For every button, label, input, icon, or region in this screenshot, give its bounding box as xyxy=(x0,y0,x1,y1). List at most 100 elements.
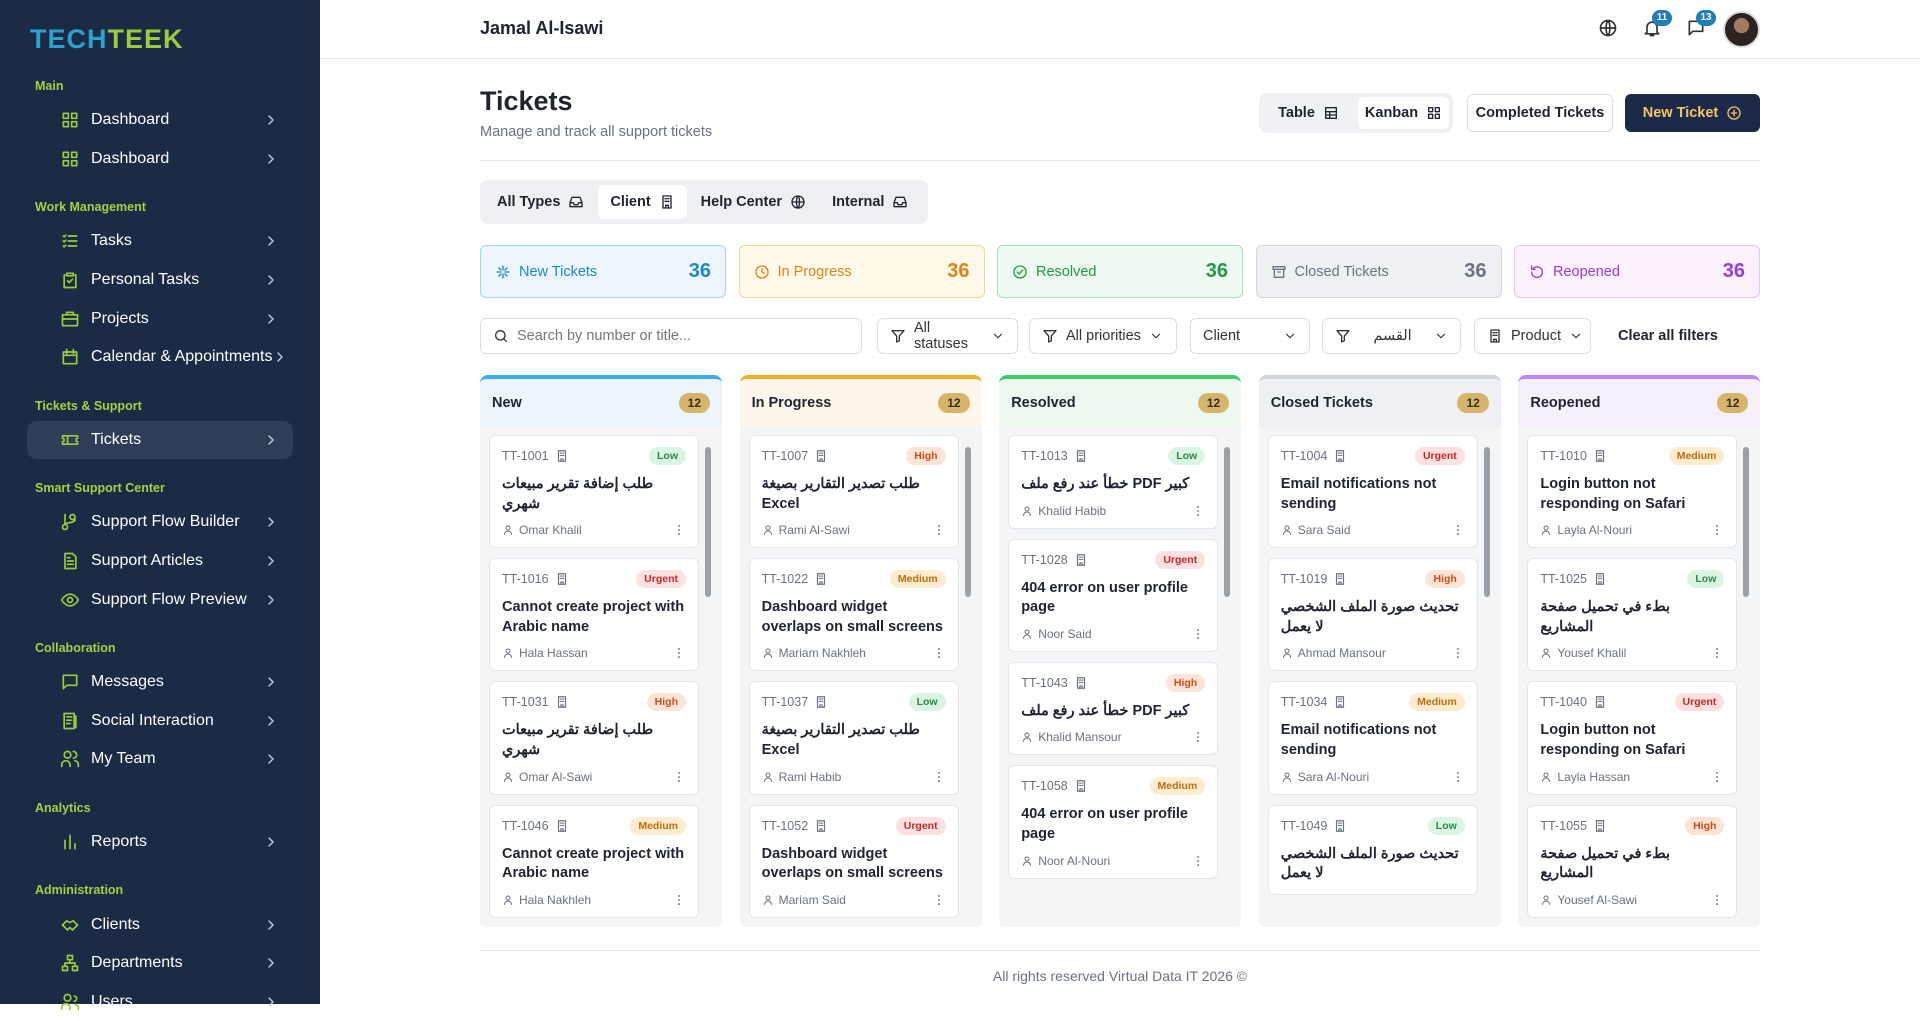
nav-item[interactable]: Reports xyxy=(27,823,293,862)
nav-item[interactable]: Tasks xyxy=(27,222,293,261)
icon xyxy=(1333,449,1347,463)
nav-item[interactable]: Users xyxy=(27,983,293,1021)
assignee-name: Omar Al-Sawi xyxy=(519,770,667,784)
nav-item[interactable]: Support Articles xyxy=(27,542,293,581)
avatar[interactable] xyxy=(1723,11,1760,48)
icon xyxy=(495,264,511,280)
logo[interactable]: TECHTEEK xyxy=(30,24,184,55)
icon-path xyxy=(892,331,904,342)
icon-path xyxy=(792,196,804,208)
icon xyxy=(263,311,279,327)
nav-item[interactable]: Support Flow Builder xyxy=(27,503,293,542)
filter[interactable]: All priorities xyxy=(1029,318,1177,354)
icon xyxy=(60,110,80,130)
filter[interactable]: Client xyxy=(1190,318,1310,354)
nav-item[interactable]: My Team xyxy=(27,740,293,779)
icon-path xyxy=(1438,334,1445,338)
icon-path xyxy=(558,451,565,462)
icon xyxy=(263,674,279,690)
ticket-assignee: Omar Al-Sawi xyxy=(502,770,686,784)
icon xyxy=(263,514,279,530)
icon xyxy=(1487,328,1503,344)
nav-item[interactable]: Support Flow Preview xyxy=(27,580,293,619)
filter[interactable]: All statuses xyxy=(877,318,1018,354)
priority-badge: Medium xyxy=(630,817,686,835)
ticket-assignee: Khalid Mansour xyxy=(1021,730,1205,744)
icon xyxy=(1191,730,1205,744)
nav-item[interactable]: Calendar & Appointments xyxy=(27,338,293,377)
nav-item[interactable]: Projects xyxy=(27,299,293,338)
type-tab[interactable]: All Types xyxy=(485,185,596,219)
nav-item[interactable]: Social Interaction xyxy=(27,702,293,741)
icon xyxy=(60,749,80,769)
priority-badge: Low xyxy=(909,693,946,711)
icon-path xyxy=(63,956,78,971)
nav-item[interactable]: Clients xyxy=(27,905,293,944)
completed-button[interactable]: Completed Tickets xyxy=(1467,94,1613,132)
filter[interactable]: Search by number or title... xyxy=(480,318,862,354)
type-tab[interactable]: Internal xyxy=(820,185,920,219)
header-icon[interactable] xyxy=(1598,18,1622,42)
icon-path xyxy=(818,697,825,708)
type-tab[interactable]: Help Center xyxy=(689,185,818,219)
ticket-assignee: Layla Al-Nouri xyxy=(1540,523,1724,537)
nav-item[interactable]: Personal Tasks xyxy=(27,261,293,300)
nav-section-title: Smart Support Center xyxy=(27,480,293,496)
icon-path xyxy=(269,921,273,929)
nav-item[interactable]: Departments xyxy=(27,944,293,983)
nav-item[interactable]: Messages xyxy=(27,663,293,702)
type-tab[interactable]: Client xyxy=(598,185,686,219)
icon xyxy=(60,672,80,692)
priority-badge: High xyxy=(1425,570,1464,588)
icon xyxy=(493,328,509,344)
nav-item[interactable]: Dashboard xyxy=(27,140,293,179)
nav-label: Social Interaction xyxy=(91,712,263,730)
assignee-name: Khalid Mansour xyxy=(1038,730,1186,744)
filter[interactable]: Product xyxy=(1474,318,1591,354)
clear-filters[interactable]: Clear all filters xyxy=(1618,318,1718,354)
new-ticket-button[interactable]: New Ticket xyxy=(1625,94,1760,132)
icon-path xyxy=(65,554,76,569)
icon-path xyxy=(63,515,76,530)
dot xyxy=(938,903,940,905)
nav-item[interactable]: Tickets xyxy=(27,421,293,460)
icon xyxy=(555,819,569,833)
view-button[interactable]: Kanban xyxy=(1358,97,1449,129)
dot xyxy=(1716,529,1718,531)
filter[interactable]: القسم xyxy=(1322,318,1461,354)
view-button[interactable]: Table xyxy=(1263,97,1354,129)
icon-path xyxy=(278,353,282,361)
icon-path xyxy=(63,114,76,127)
nav-item[interactable]: Dashboard xyxy=(27,101,293,140)
